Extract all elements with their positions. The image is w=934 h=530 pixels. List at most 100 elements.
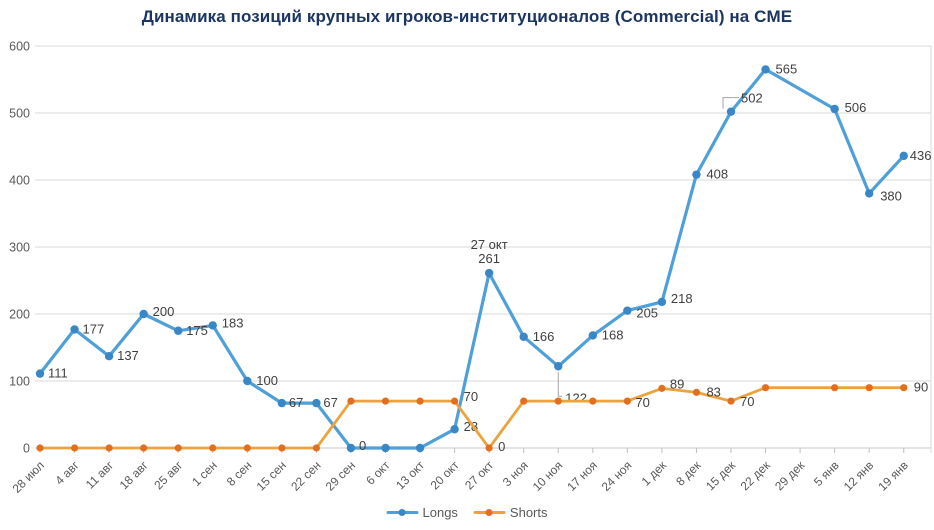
x-axis-label-21: 22 дек (738, 458, 774, 494)
longs-point-1 дек[interactable] (657, 297, 667, 307)
shorts-point-12 янв[interactable] (865, 384, 873, 392)
x-axis-label-25: 19 янв (875, 458, 910, 493)
longs-data-label-5 янв: 506 (845, 100, 867, 115)
shorts-point-15 дек[interactable] (727, 397, 735, 405)
y-axis-label-0: 0 (23, 442, 30, 456)
x-axis-label-15: 10 ноя (530, 458, 566, 494)
longs-data-label-18 авг: 200 (153, 304, 175, 319)
shorts-point-6 окт[interactable] (381, 397, 390, 405)
shorts-point-17 ноя[interactable] (589, 397, 597, 405)
x-axis-label-11: 13 окт (393, 458, 427, 492)
longs-point-10 ноя[interactable] (554, 362, 563, 371)
x-axis-label-24: 12 янв (841, 458, 876, 493)
y-axis-label-300: 300 (9, 241, 30, 255)
longs-point-8 сен[interactable] (243, 376, 252, 386)
longs-data-label-1 сен: 183 (222, 315, 244, 330)
longs-point-22 дек[interactable] (761, 65, 770, 74)
x-axis-label-13: 27 окт (462, 458, 496, 492)
legend-item-longs[interactable]: Longs (386, 505, 458, 520)
shorts-point-1 сен[interactable] (209, 444, 217, 452)
shorts-point-18 авг[interactable] (140, 444, 148, 452)
longs-point-28 июл[interactable] (35, 369, 45, 378)
shorts-point-19 янв[interactable] (900, 384, 908, 392)
x-axis-label-18: 1 дек (639, 458, 670, 489)
shorts-data-label-15 дек: 70 (740, 394, 754, 409)
shorts-data-label-1 дек: 89 (670, 376, 684, 391)
x-axis-label-4: 25 авг (151, 458, 185, 492)
y-axis-label-100: 100 (9, 375, 30, 389)
longs-data-label-10 ноя: 122 (565, 390, 587, 405)
legend-label: Longs (422, 505, 458, 520)
shorts-point-27 окт[interactable] (485, 444, 493, 452)
longs-point-20 окт[interactable] (450, 425, 459, 434)
longs-point-25 авг[interactable] (174, 326, 183, 335)
longs-point-15 сен[interactable] (277, 398, 287, 408)
shorts-point-24 ноя[interactable] (623, 397, 631, 405)
longs-data-label-22 сен: 67 (323, 395, 337, 410)
longs-data-label-24 ноя: 205 (636, 306, 658, 321)
longs-point-22 сен[interactable] (312, 398, 321, 408)
longs-point-1 сен[interactable] (208, 321, 217, 330)
shorts-point-4 авг[interactable] (70, 444, 79, 452)
annotation-27 окт: 27 окт (471, 237, 508, 252)
longs-data-label-1 дек: 218 (671, 291, 693, 306)
shorts-point-10 ноя[interactable] (554, 397, 562, 405)
shorts-point-29 сен[interactable] (347, 397, 355, 405)
legend-label: Shorts (509, 505, 548, 520)
longs-data-label-27 окт: 261 (478, 251, 500, 266)
chart-title: Динамика позиций крупных игроков-институ… (141, 7, 793, 26)
shorts-point-15 сен[interactable] (278, 444, 286, 452)
longs-point-27 окт[interactable] (484, 268, 494, 278)
x-axis-label-12: 20 окт (428, 458, 462, 492)
shorts-point-13 окт[interactable] (416, 397, 424, 405)
shorts-point-22 сен[interactable] (312, 444, 320, 452)
longs-point-6 окт[interactable] (381, 443, 390, 453)
longs-leader-502 (722, 97, 739, 109)
x-axis-label-10: 6 окт (363, 458, 393, 488)
legend-marker-icon (473, 508, 506, 517)
shorts-data-label-27 окт: 0 (498, 439, 505, 454)
longs-point-18 авг[interactable] (139, 309, 148, 319)
longs-point-12 янв[interactable] (865, 189, 874, 198)
longs-data-label-20 окт: 28 (464, 419, 478, 434)
longs-data-label-11 авг: 137 (117, 348, 139, 363)
shorts-point-5 янв[interactable] (831, 384, 839, 392)
longs-point-29 сен[interactable] (346, 443, 356, 453)
x-axis-label-9: 29 сен (323, 458, 358, 493)
longs-point-4 авг[interactable] (70, 325, 79, 334)
longs-point-15 дек[interactable] (726, 107, 736, 116)
shorts-point-28 июл[interactable] (36, 444, 44, 452)
chart-legend: Longs Shorts (386, 505, 548, 520)
longs-point-11 авг[interactable] (104, 352, 114, 361)
longs-point-8 дек[interactable] (692, 170, 701, 179)
x-axis-label-0: 28 июл (10, 458, 48, 496)
longs-data-label-12 янв: 380 (880, 188, 902, 203)
legend-item-shorts[interactable]: Shorts (473, 505, 548, 520)
shorts-point-8 дек[interactable] (692, 388, 701, 396)
longs-data-label-25 авг: 175 (186, 323, 208, 338)
shorts-point-25 авг[interactable] (174, 444, 182, 452)
legend-marker-icon (386, 508, 419, 517)
longs-leader-122 (557, 372, 563, 397)
shorts-point-1 дек[interactable] (658, 384, 666, 392)
longs-point-13 окт[interactable] (415, 443, 425, 453)
y-axis-label-600: 600 (9, 40, 30, 54)
shorts-point-20 окт[interactable] (451, 397, 459, 405)
x-axis-label-6: 8 сен (224, 458, 255, 489)
longs-data-label-22 дек: 565 (776, 61, 798, 76)
longs-point-24 ноя[interactable] (623, 306, 632, 315)
longs-point-17 ноя[interactable] (588, 331, 597, 340)
longs-point-3 ноя[interactable] (519, 332, 528, 341)
shorts-point-8 сен[interactable] (243, 444, 251, 452)
longs-data-label-19 янв: 436 (910, 148, 932, 163)
longs-point-5 янв[interactable] (830, 104, 839, 114)
y-axis-label-200: 200 (9, 308, 30, 322)
shorts-point-3 ноя[interactable] (520, 397, 528, 405)
longs-point-19 янв[interactable] (899, 151, 908, 161)
shorts-data-label-20 окт: 70 (464, 389, 478, 404)
x-axis-label-3: 18 авг (117, 458, 151, 492)
shorts-point-11 авг[interactable] (105, 444, 113, 452)
shorts-point-22 дек[interactable] (761, 384, 770, 392)
